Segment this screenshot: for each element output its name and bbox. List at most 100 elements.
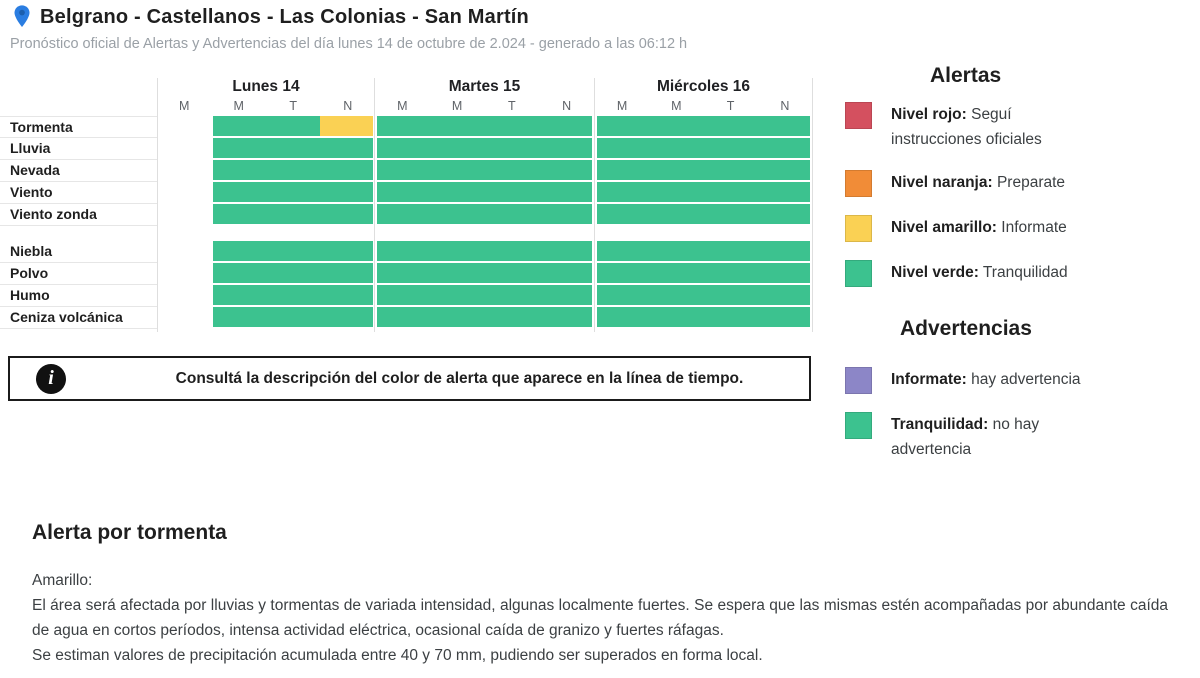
alert-cell-humo-martes-15-0[interactable]	[377, 285, 431, 305]
alert-cell-viento-lunes-14-2[interactable]	[266, 182, 320, 202]
alert-cell-humo-miercoles-16-0[interactable]	[597, 285, 651, 305]
alert-cell-nevada-miercoles-16-1[interactable]	[650, 160, 704, 180]
alert-cell-humo-martes-15-2[interactable]	[484, 285, 539, 305]
alert-cell-niebla-lunes-14-1[interactable]	[212, 241, 266, 261]
alert-cell-tormenta-miercoles-16-2[interactable]	[703, 116, 757, 136]
alert-cell-humo-miercoles-16-1[interactable]	[650, 285, 704, 305]
alert-cell-viento-zonda-miercoles-16-2[interactable]	[703, 204, 757, 224]
alert-cell-tormenta-martes-15-2[interactable]	[484, 116, 539, 136]
alert-cell-nevada-lunes-14-3[interactable]	[319, 160, 373, 180]
alert-cell-nevada-martes-15-0[interactable]	[377, 160, 431, 180]
alert-cell-viento-zonda-martes-15-1[interactable]	[430, 204, 485, 224]
alert-cell-polvo-lunes-14-3[interactable]	[319, 263, 373, 283]
alert-cell-niebla-miercoles-16-3[interactable]	[756, 241, 810, 261]
alert-cell-ceniza-volcanica-martes-15-2[interactable]	[484, 307, 539, 327]
alert-cell-lluvia-miercoles-16-2[interactable]	[703, 138, 757, 158]
alert-cell-niebla-martes-15-3[interactable]	[538, 241, 592, 261]
alert-cell-ceniza-volcanica-martes-15-3[interactable]	[538, 307, 592, 327]
alert-cell-humo-miercoles-16-2[interactable]	[703, 285, 757, 305]
alert-cell-polvo-miercoles-16-1[interactable]	[650, 263, 704, 283]
alert-cell-polvo-miercoles-16-3[interactable]	[756, 263, 810, 283]
alert-cell-tormenta-martes-15-1[interactable]	[430, 116, 485, 136]
alert-cell-niebla-martes-15-2[interactable]	[484, 241, 539, 261]
alert-cell-niebla-miercoles-16-1[interactable]	[650, 241, 704, 261]
alert-cell-lluvia-miercoles-16-3[interactable]	[756, 138, 810, 158]
alert-cell-humo-lunes-14-3[interactable]	[319, 285, 373, 305]
alert-cell-viento-lunes-14-1[interactable]	[212, 182, 266, 202]
alert-cell-viento-zonda-miercoles-16-0[interactable]	[597, 204, 651, 224]
alert-cell-viento-miercoles-16-2[interactable]	[703, 182, 757, 202]
alert-cell-viento-zonda-martes-15-0[interactable]	[377, 204, 431, 224]
alert-cell-polvo-martes-15-3[interactable]	[538, 263, 592, 283]
alert-cell-viento-zonda-lunes-14-1[interactable]	[212, 204, 266, 224]
forecast-subtitle: Pronóstico oficial de Alertas y Adverten…	[10, 36, 688, 52]
alert-cell-humo-miercoles-16-3[interactable]	[756, 285, 810, 305]
alert-cell-lluvia-lunes-14-3[interactable]	[319, 138, 373, 158]
alert-cell-viento-martes-15-3[interactable]	[538, 182, 592, 202]
alert-cell-lluvia-miercoles-16-0[interactable]	[597, 138, 651, 158]
alert-cell-lluvia-martes-15-1[interactable]	[430, 138, 485, 158]
alert-cell-nevada-martes-15-3[interactable]	[538, 160, 592, 180]
alert-cell-viento-miercoles-16-0[interactable]	[597, 182, 651, 202]
alert-cell-polvo-lunes-14-1[interactable]	[212, 263, 266, 283]
alert-cell-viento-lunes-14-3[interactable]	[319, 182, 373, 202]
alert-cell-nevada-miercoles-16-0[interactable]	[597, 160, 651, 180]
alert-cell-tormenta-miercoles-16-1[interactable]	[650, 116, 704, 136]
alert-cell-nevada-lunes-14-1[interactable]	[212, 160, 266, 180]
alert-cell-polvo-miercoles-16-0[interactable]	[597, 263, 651, 283]
alert-cell-ceniza-volcanica-miercoles-16-3[interactable]	[756, 307, 810, 327]
alert-cell-nevada-martes-15-1[interactable]	[430, 160, 485, 180]
alert-cell-niebla-miercoles-16-0[interactable]	[597, 241, 651, 261]
alert-cell-polvo-martes-15-1[interactable]	[430, 263, 485, 283]
alert-cell-niebla-martes-15-1[interactable]	[430, 241, 485, 261]
alert-cell-ceniza-volcanica-martes-15-1[interactable]	[430, 307, 485, 327]
alert-cell-polvo-miercoles-16-2[interactable]	[703, 263, 757, 283]
alert-cell-viento-zonda-miercoles-16-1[interactable]	[650, 204, 704, 224]
alert-cell-nevada-martes-15-2[interactable]	[484, 160, 539, 180]
alert-cell-tormenta-lunes-14-2[interactable]	[266, 116, 320, 136]
alert-cell-tormenta-miercoles-16-3[interactable]	[756, 116, 810, 136]
alert-cell-polvo-martes-15-2[interactable]	[484, 263, 539, 283]
alert-cell-tormenta-lunes-14-1[interactable]	[212, 116, 266, 136]
alert-cell-niebla-lunes-14-2[interactable]	[266, 241, 320, 261]
alert-cell-humo-lunes-14-1[interactable]	[212, 285, 266, 305]
alert-cell-ceniza-volcanica-martes-15-0[interactable]	[377, 307, 431, 327]
alert-cell-viento-zonda-lunes-14-2[interactable]	[266, 204, 320, 224]
alert-cell-tormenta-martes-15-0[interactable]	[377, 116, 431, 136]
alert-cell-ceniza-volcanica-miercoles-16-2[interactable]	[703, 307, 757, 327]
alert-cell-lluvia-martes-15-3[interactable]	[538, 138, 592, 158]
alert-cell-ceniza-volcanica-miercoles-16-0[interactable]	[597, 307, 651, 327]
alert-cell-viento-zonda-miercoles-16-3[interactable]	[756, 204, 810, 224]
alert-cell-ceniza-volcanica-lunes-14-3[interactable]	[319, 307, 373, 327]
alert-cell-nevada-miercoles-16-2[interactable]	[703, 160, 757, 180]
alert-cell-nevada-lunes-14-2[interactable]	[266, 160, 320, 180]
alert-cell-niebla-martes-15-0[interactable]	[377, 241, 431, 261]
alert-cell-ceniza-volcanica-lunes-14-1[interactable]	[212, 307, 266, 327]
alert-cell-viento-martes-15-2[interactable]	[484, 182, 539, 202]
alert-cell-humo-martes-15-1[interactable]	[430, 285, 485, 305]
alert-cell-tormenta-lunes-14-3[interactable]	[319, 116, 373, 136]
alert-cell-humo-martes-15-3[interactable]	[538, 285, 592, 305]
alert-cell-ceniza-volcanica-miercoles-16-1[interactable]	[650, 307, 704, 327]
alert-cell-ceniza-volcanica-lunes-14-2[interactable]	[266, 307, 320, 327]
alert-cell-polvo-martes-15-0[interactable]	[377, 263, 431, 283]
alert-cell-lluvia-lunes-14-2[interactable]	[266, 138, 320, 158]
alert-cell-viento-miercoles-16-3[interactable]	[756, 182, 810, 202]
alert-cell-nevada-miercoles-16-3[interactable]	[756, 160, 810, 180]
alert-cell-lluvia-miercoles-16-1[interactable]	[650, 138, 704, 158]
alert-cell-niebla-miercoles-16-2[interactable]	[703, 241, 757, 261]
alert-cell-viento-zonda-lunes-14-3[interactable]	[319, 204, 373, 224]
alert-cell-viento-zonda-martes-15-2[interactable]	[484, 204, 539, 224]
alert-cell-lluvia-martes-15-2[interactable]	[484, 138, 539, 158]
alert-cell-humo-lunes-14-2[interactable]	[266, 285, 320, 305]
alert-cell-tormenta-martes-15-3[interactable]	[538, 116, 592, 136]
alert-cell-niebla-lunes-14-3[interactable]	[319, 241, 373, 261]
alert-cell-tormenta-miercoles-16-0[interactable]	[597, 116, 651, 136]
alert-cell-viento-martes-15-0[interactable]	[377, 182, 431, 202]
alert-cell-viento-zonda-martes-15-3[interactable]	[538, 204, 592, 224]
alert-cell-viento-miercoles-16-1[interactable]	[650, 182, 704, 202]
alert-cell-lluvia-lunes-14-1[interactable]	[212, 138, 266, 158]
alert-cell-viento-martes-15-1[interactable]	[430, 182, 485, 202]
alert-cell-lluvia-martes-15-0[interactable]	[377, 138, 431, 158]
alert-cell-polvo-lunes-14-2[interactable]	[266, 263, 320, 283]
